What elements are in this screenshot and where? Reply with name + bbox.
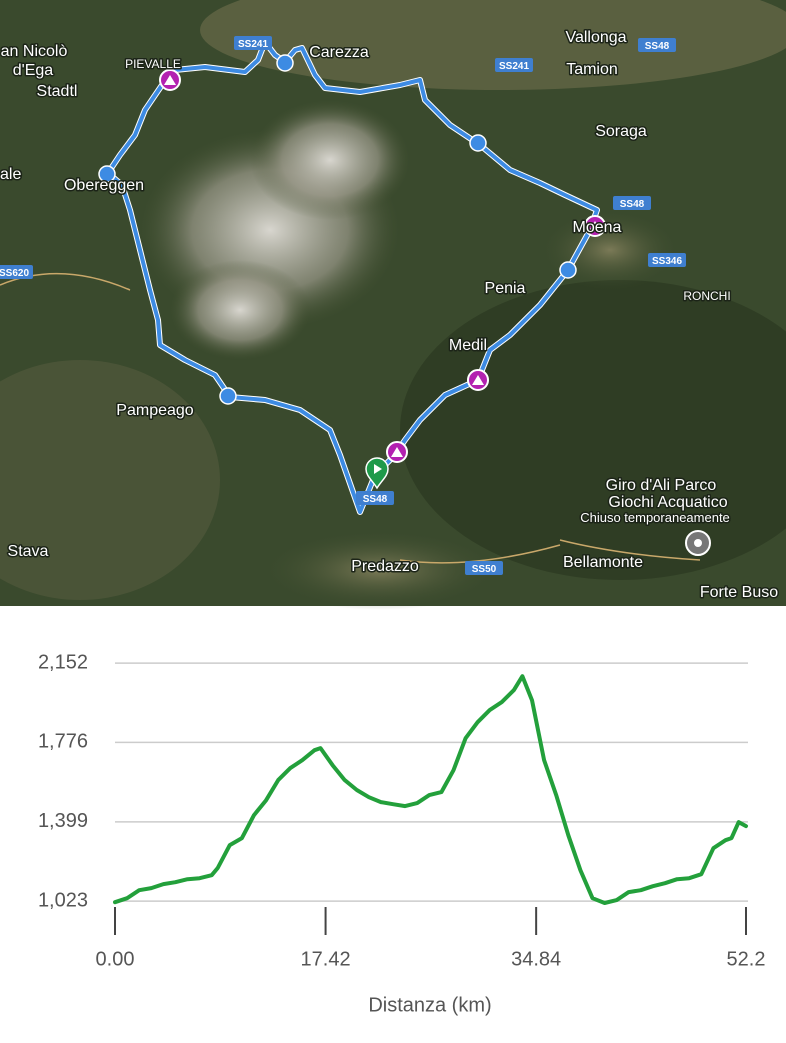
place-label: Bellamonte	[563, 554, 643, 571]
place-label: d'Ega	[13, 62, 54, 79]
place-label: Obereggen	[64, 177, 144, 194]
road-shield-label: SS241	[238, 39, 268, 50]
place-label: Predazzo	[351, 558, 419, 575]
poi-label: Giro d'Ali Parco	[606, 477, 717, 494]
y-tick-label: 1,776	[38, 731, 88, 753]
road-shield-label: SS48	[363, 494, 388, 505]
road-shield-label: SS241	[499, 61, 529, 72]
road-shield-label: SS346	[652, 256, 682, 267]
road-shield-box	[465, 561, 503, 575]
poi-status: Chiuso temporaneamente	[580, 510, 730, 525]
road-shield-box	[356, 491, 394, 505]
waypoint[interactable]	[469, 134, 487, 152]
poi-icon	[694, 539, 702, 547]
x-tick-label: 0.00	[96, 948, 135, 970]
place-label: Carezza	[309, 44, 369, 61]
road-shield: SS50	[465, 561, 503, 575]
road-shield-label: SS50	[472, 564, 497, 575]
waypoint[interactable]	[219, 387, 237, 405]
y-tick-label: 1,023	[38, 889, 88, 911]
elevation-line	[113, 674, 748, 905]
road-shield: SS48	[356, 491, 394, 505]
waypoint[interactable]	[276, 54, 294, 72]
place-label: Vallonga	[565, 29, 626, 46]
place-label: Penia	[485, 280, 526, 297]
road-shield: SS48	[613, 196, 651, 210]
place-label: ale	[0, 166, 21, 183]
road-shields: SS241 SS241 SS48 SS48 SS346 SS620 SS48 SS50	[0, 36, 686, 575]
road-shield: SS620	[0, 265, 33, 279]
start-pin[interactable]	[365, 457, 389, 490]
road-shield-box	[0, 265, 33, 279]
road-shield: SS48	[638, 38, 676, 52]
road-shield-label: SS620	[0, 268, 29, 279]
waypoint[interactable]	[98, 165, 116, 183]
road-shield-box	[638, 38, 676, 52]
place-label: an Nicolò	[1, 43, 68, 60]
road-shield-label: SS48	[645, 41, 670, 52]
road-shield-box	[495, 58, 533, 72]
place-label: Stava	[8, 543, 49, 560]
place-label: Forte Buso	[700, 584, 778, 601]
road-shield-box	[234, 36, 272, 50]
road-shield: SS241	[495, 58, 533, 72]
map[interactable]: an Nicolò d'Ega Stadtl ale Obereggen PIE…	[0, 0, 786, 610]
x-tick-label: 52.2	[727, 948, 766, 970]
place-label: Moena	[573, 219, 622, 236]
road-shield-label: SS48	[620, 199, 645, 210]
road-shield-box	[648, 253, 686, 267]
waypoint[interactable]	[559, 261, 577, 279]
elevation-chart: Distanza (km) 1,023 1,399 1,776 2,152 0.00 17…	[38, 651, 766, 1016]
place-label: Soraga	[595, 123, 647, 140]
place-label: Medil	[449, 337, 487, 354]
x-axis-title: Distanza (km)	[368, 994, 491, 1016]
start-icon	[374, 464, 382, 474]
y-tick-label: 2,152	[38, 651, 88, 673]
road-shield-box	[613, 196, 651, 210]
poi-label: Giochi Acquatico	[608, 494, 727, 511]
place-label: PIEVALLE	[125, 57, 181, 71]
place-label: RONCHI	[683, 289, 730, 303]
place-label: Stadtl	[37, 83, 78, 100]
x-tick-label: 17.42	[301, 948, 351, 970]
road-shield: SS241	[234, 36, 272, 50]
x-tick-label: 34.84	[511, 948, 561, 970]
y-tick-label: 1,399	[38, 810, 88, 832]
map-labels: an Nicolò d'Ega Stadtl ale Obereggen PIE…	[0, 28, 780, 603]
place-label: Tamion	[566, 61, 618, 78]
place-label: Pampeago	[116, 402, 193, 419]
road-shield: SS346	[648, 253, 686, 267]
